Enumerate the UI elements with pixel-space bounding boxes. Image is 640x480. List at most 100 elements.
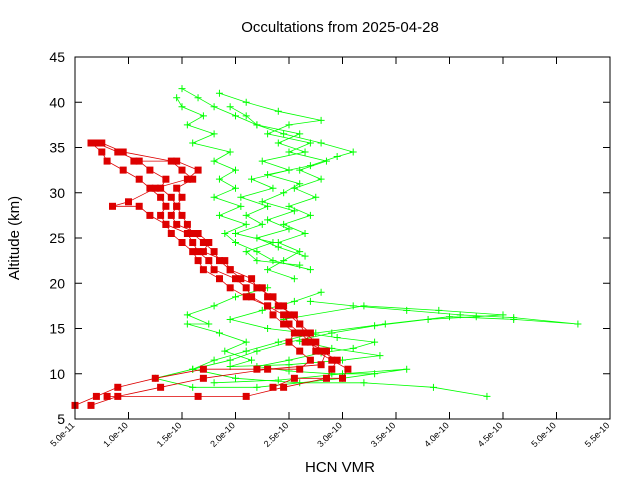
data-point — [103, 157, 111, 165]
data-point — [199, 374, 207, 382]
x-tick-label: 2.5e-10 — [262, 420, 291, 449]
data-point — [253, 365, 261, 373]
data-point — [221, 347, 229, 355]
data-point — [264, 365, 272, 373]
data-point — [349, 302, 357, 310]
data-point — [232, 112, 239, 120]
data-point — [210, 356, 218, 364]
data-point — [317, 175, 325, 183]
data-point — [146, 211, 154, 219]
y-tick-label: 45 — [49, 49, 65, 65]
data-point — [264, 293, 272, 301]
data-point — [296, 320, 304, 328]
data-point — [312, 338, 320, 346]
data-point — [483, 392, 491, 400]
data-point — [248, 293, 256, 301]
data-point — [248, 356, 256, 364]
data-point — [296, 379, 304, 387]
x-tick-label: 4.0e-10 — [422, 420, 451, 449]
data-point — [274, 239, 282, 247]
x-tick-label: 5.0e-10 — [529, 420, 558, 449]
series-2 — [71, 139, 352, 409]
data-point — [135, 202, 143, 210]
data-point — [371, 370, 379, 378]
data-point — [274, 139, 282, 147]
series-2-profile-2 — [90, 142, 328, 406]
data-point — [226, 148, 234, 156]
data-point — [194, 230, 202, 237]
data-point — [317, 347, 325, 355]
data-point — [301, 329, 309, 337]
data-point — [290, 311, 298, 319]
data-point — [296, 365, 304, 373]
data-point — [317, 116, 325, 124]
data-point — [98, 148, 106, 156]
data-point — [306, 211, 314, 219]
data-point — [301, 148, 309, 156]
data-point — [178, 166, 186, 174]
data-point — [248, 175, 256, 183]
data-point — [183, 320, 191, 328]
data-point — [403, 365, 411, 373]
data-point — [199, 365, 207, 373]
data-point — [199, 112, 207, 120]
data-point — [285, 356, 293, 364]
data-point — [173, 184, 181, 192]
data-point — [258, 306, 266, 314]
data-point — [349, 344, 357, 352]
x-axis-label: HCN VMR — [305, 459, 375, 476]
x-tick-label: 3.0e-10 — [315, 420, 344, 449]
data-point — [189, 230, 197, 237]
chart-title: Occultations from 2025-04-28 — [241, 19, 439, 36]
data-point — [167, 211, 175, 219]
data-point — [242, 98, 250, 106]
y-tick-label: 25 — [49, 230, 65, 246]
data-point — [242, 211, 250, 219]
data-point — [269, 257, 277, 265]
data-point — [183, 121, 191, 129]
data-point — [285, 367, 293, 375]
data-point — [232, 166, 239, 174]
data-point — [360, 302, 368, 310]
data-point — [274, 338, 282, 346]
data-point — [189, 175, 197, 183]
data-point — [173, 220, 181, 228]
data-point — [253, 234, 261, 242]
data-point — [274, 107, 282, 115]
x-tick-label: 1.5e-10 — [155, 420, 184, 449]
data-point — [253, 121, 261, 129]
data-point — [280, 257, 288, 265]
data-point — [178, 103, 186, 111]
data-point — [312, 193, 320, 201]
data-point — [215, 175, 223, 183]
data-point — [87, 139, 95, 147]
data-point — [258, 157, 266, 165]
data-point — [178, 211, 186, 219]
data-point — [242, 112, 250, 120]
data-point — [199, 239, 207, 246]
data-point — [446, 313, 453, 321]
series-1-profile-6 — [191, 301, 578, 397]
data-point — [323, 347, 330, 355]
y-tick-label: 10 — [49, 366, 65, 382]
data-point — [264, 302, 272, 310]
data-point — [157, 211, 165, 219]
data-point — [232, 374, 239, 382]
data-point — [183, 175, 191, 183]
data-point — [189, 248, 197, 256]
series-1-profile-4 — [219, 92, 328, 280]
data-point — [173, 202, 181, 210]
data-point — [232, 239, 239, 247]
data-point — [253, 284, 261, 292]
data-point — [269, 184, 277, 192]
data-point — [183, 311, 191, 319]
data-point — [162, 175, 170, 183]
data-point — [274, 302, 282, 310]
data-point — [333, 334, 341, 342]
data-point — [232, 275, 239, 283]
data-point — [339, 374, 346, 382]
data-point — [290, 297, 298, 305]
data-point — [456, 311, 464, 319]
